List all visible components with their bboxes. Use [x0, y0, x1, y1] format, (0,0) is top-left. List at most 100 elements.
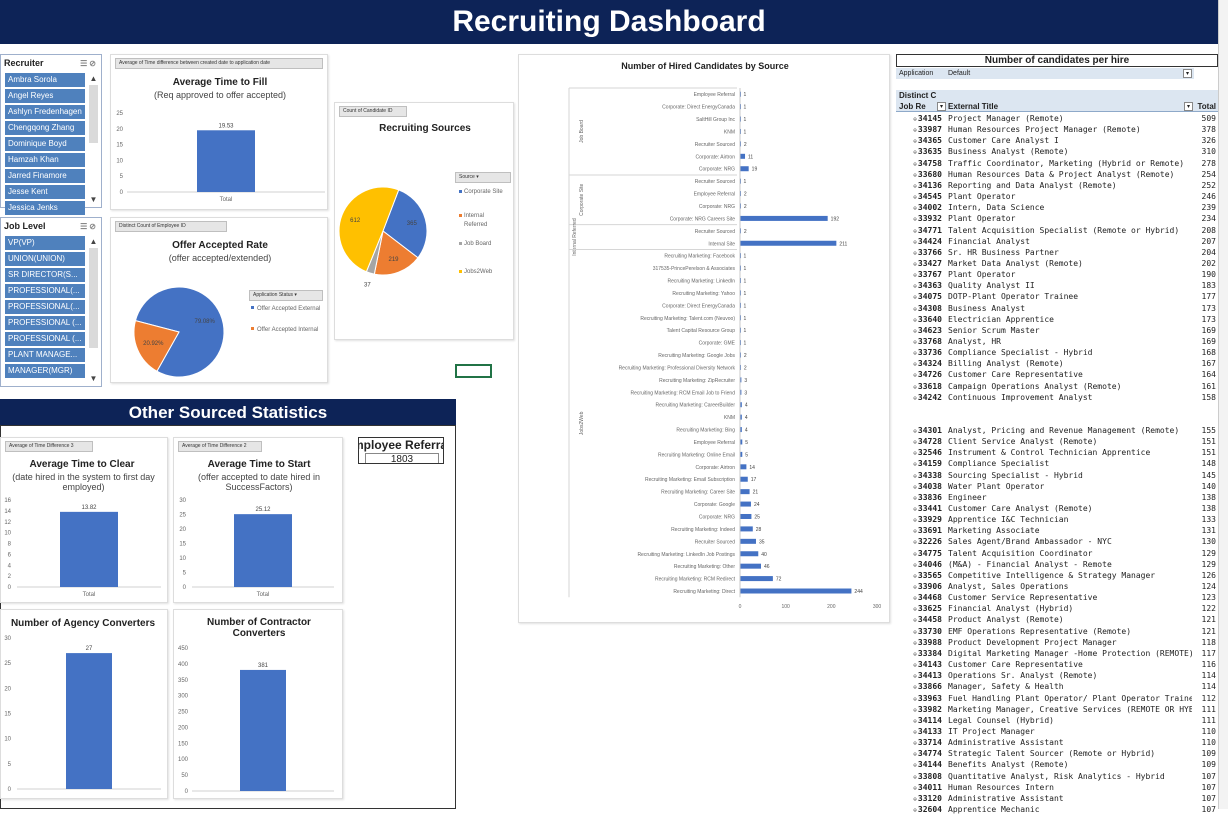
expand-icon[interactable]: ⊕	[913, 260, 917, 268]
expand-icon[interactable]: ⊕	[913, 751, 917, 759]
expand-icon[interactable]: ⊕	[913, 740, 917, 748]
table-row[interactable]: ⊕34159 Compliance Specialist 148	[896, 458, 1218, 469]
filter-value[interactable]: Default	[948, 70, 971, 77]
offer-accepted-rate-chart[interactable]: Distinct Count of Employee ID Offer Acce…	[110, 217, 328, 383]
multiselect-clear-filter-icon[interactable]: ☰⊘	[80, 221, 98, 231]
slicer-item[interactable]: PROFESSIONAL(...	[5, 300, 85, 314]
bar[interactable]	[740, 439, 743, 445]
expand-icon[interactable]: ⊕	[913, 372, 917, 380]
table-row[interactable]: ⊕33988 Product Development Project Manage…	[896, 637, 1218, 648]
expand-icon[interactable]: ⊕	[913, 494, 917, 502]
job-req-dropdown-icon[interactable]: ▾	[937, 102, 946, 111]
expand-icon[interactable]: ⊕	[913, 584, 917, 591]
expand-icon[interactable]: ⊕	[913, 784, 917, 792]
bar[interactable]	[66, 653, 112, 789]
expand-icon[interactable]: ⊕	[913, 650, 917, 658]
table-row[interactable]: ⊕34365 Customer Care Analyst I 326	[896, 135, 1218, 146]
table-row[interactable]: ⊕33691 Marketing Associate 131	[896, 525, 1218, 536]
expand-icon[interactable]: ⊕	[913, 639, 917, 647]
bar[interactable]	[740, 240, 837, 246]
expand-icon[interactable]: ⊕	[913, 695, 917, 703]
pie-slice[interactable]	[338, 186, 400, 273]
expand-icon[interactable]: ⊕	[913, 339, 917, 346]
value-field-button[interactable]: Average of Time difference between creat…	[115, 58, 323, 69]
bar[interactable]	[740, 377, 742, 383]
value-field-button[interactable]: Average of Time Difference 2	[178, 441, 262, 452]
slicer-item[interactable]: SR DIRECTOR(S...	[5, 268, 85, 282]
bar[interactable]	[740, 166, 749, 172]
expand-icon[interactable]: ⊕	[913, 684, 917, 692]
expand-icon[interactable]: ⊕	[913, 628, 917, 636]
expand-icon[interactable]: ⊕	[913, 550, 917, 558]
table-row[interactable]: ⊕34242 Continuous Improvement Analyst 158	[896, 392, 1218, 403]
expand-icon[interactable]: ⊕	[913, 728, 917, 736]
bar[interactable]	[740, 476, 748, 482]
table-row[interactable]: ⊕32546 Instrument & Control Technician Ap…	[896, 447, 1218, 458]
expand-icon[interactable]: ⊕	[913, 316, 917, 324]
bar[interactable]	[740, 489, 750, 495]
value-field-button[interactable]: Average of Time Difference 3	[5, 441, 93, 452]
expand-icon[interactable]: ⊕	[913, 461, 917, 469]
vertical-scrollbar[interactable]	[1218, 0, 1228, 809]
expand-icon[interactable]: ⊕	[913, 394, 917, 402]
expand-icon[interactable]: ⊕	[913, 528, 917, 536]
expand-icon[interactable]: ⊕	[913, 439, 917, 447]
table-row[interactable]: ⊕34324 Billing Analyst (Remote) 167	[896, 358, 1218, 369]
job-level-slicer[interactable]: Job Level ☰⊘ VP(VP) UNION(UNION) SR DIRECT…	[0, 217, 102, 387]
table-row[interactable]: ⊕33730 EMF Operations Representative (Rem…	[896, 626, 1218, 637]
expand-icon[interactable]: ⊕	[913, 227, 917, 235]
table-row[interactable]: ⊕34774 Strategic Talent Sourcer (Remote o…	[896, 748, 1218, 759]
time-to-clear-chart[interactable]: Average of Time Difference 3 Average Tim…	[0, 437, 168, 603]
multiselect-clear-filter-icon[interactable]: ☰⊘	[80, 58, 98, 68]
table-row[interactable]: ⊕33714 Administrative Assistant 110	[896, 737, 1218, 748]
bar[interactable]	[740, 501, 751, 507]
expand-icon[interactable]: ⊕	[913, 249, 917, 257]
expand-icon[interactable]: ⊕	[913, 294, 917, 302]
external-title-dropdown-icon[interactable]: ▾	[1184, 102, 1193, 111]
expand-icon[interactable]: ⊕	[913, 383, 917, 391]
expand-icon[interactable]: ⊕	[913, 427, 917, 435]
table-row[interactable]: ⊕33120 Administrative Assistant 107	[896, 793, 1218, 804]
table-row[interactable]: ⊕34758 Traffic Coordinator, Marketing (Hy…	[896, 158, 1218, 169]
table-row[interactable]: ⊕33836 Engineer 138	[896, 492, 1218, 503]
expand-icon[interactable]: ⊕	[913, 305, 917, 313]
table-row[interactable]: ⊕34458 Product Analyst (Remote) 121	[896, 614, 1218, 625]
table-row[interactable]: ⊕32604 Apprentice Mechanic 107	[896, 804, 1218, 815]
table-row[interactable]: ⊕34424 Financial Analyst 207	[896, 236, 1218, 247]
table-row[interactable]: ⊕33441 Customer Care Analyst (Remote) 138	[896, 503, 1218, 514]
expand-icon[interactable]: ⊕	[913, 807, 917, 814]
bar[interactable]	[240, 669, 286, 791]
bar[interactable]	[60, 511, 118, 587]
expand-icon[interactable]: ⊕	[913, 171, 917, 179]
expand-icon[interactable]: ⊕	[913, 238, 917, 246]
bar[interactable]	[740, 563, 762, 569]
expand-icon[interactable]: ⊕	[913, 717, 917, 725]
recruiting-sources-chart[interactable]: Count of Candidate ID Recruiting Sources…	[334, 102, 514, 340]
recruiter-slicer-scrollbar[interactable]: ▲ ▼	[88, 73, 99, 205]
expand-icon[interactable]: ⊕	[913, 160, 917, 168]
scroll-up-icon[interactable]: ▲	[89, 74, 98, 83]
time-to-start-chart[interactable]: Average of Time Difference 2 Average Tim…	[173, 437, 343, 603]
bar[interactable]	[740, 464, 747, 470]
table-row[interactable]: ⊕33906 Analyst, Sales Operations 124	[896, 581, 1218, 592]
expand-icon[interactable]: ⊕	[913, 673, 917, 681]
table-row[interactable]: ⊕34363 Quality Analyst II 183	[896, 280, 1218, 291]
bar[interactable]	[740, 576, 773, 582]
scroll-thumb[interactable]	[89, 85, 98, 143]
table-row[interactable]: ⊕34011 Human Resources Intern 107	[896, 782, 1218, 793]
value-field-button[interactable]: Distinct Count of Employee ID	[115, 221, 227, 232]
table-row[interactable]: ⊕34545 Plant Operator 246	[896, 191, 1218, 202]
expand-icon[interactable]: ⊕	[913, 272, 917, 280]
table-row[interactable]: ⊕33427 Market Data Analyst (Remote) 202	[896, 258, 1218, 269]
table-row[interactable]: ⊕34145 Project Manager (Remote) 509	[896, 113, 1218, 124]
slicer-item[interactable]: Angel Reyes	[5, 89, 85, 103]
bar[interactable]	[740, 538, 756, 544]
table-row[interactable]: ⊕34728 Client Service Analyst (Remote) 151	[896, 436, 1218, 447]
bar[interactable]	[740, 551, 759, 557]
table-row[interactable]: ⊕34133 IT Project Manager 110	[896, 726, 1218, 737]
expand-icon[interactable]: ⊕	[913, 595, 917, 603]
filter-dropdown-icon[interactable]: ▾	[1183, 69, 1192, 78]
table-row[interactable]: ⊕34136 Reporting and Data Analyst (Remote…	[896, 180, 1218, 191]
bar[interactable]	[740, 153, 746, 159]
bar[interactable]	[234, 514, 292, 587]
